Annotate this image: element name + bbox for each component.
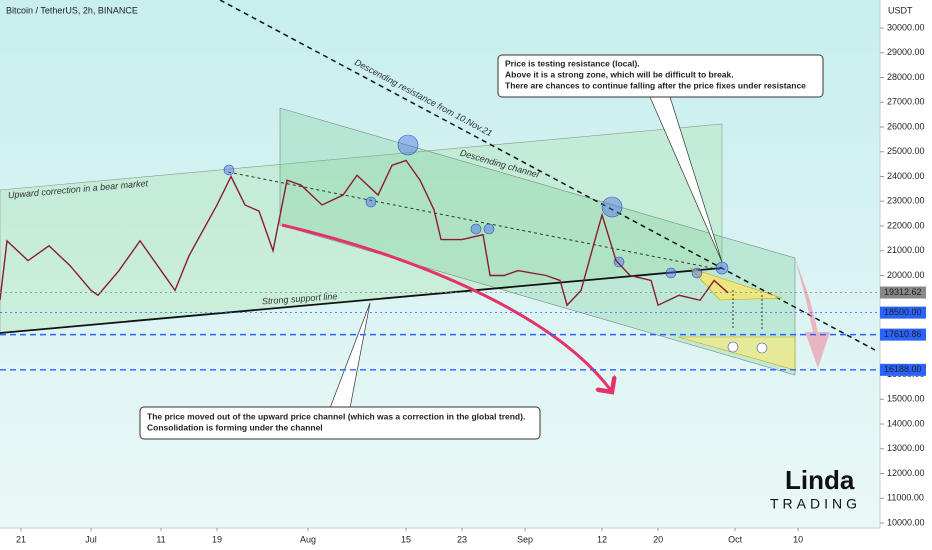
marker (365, 196, 377, 208)
x-tick-label: 20 (653, 534, 663, 544)
axis-bg (0, 528, 880, 550)
triangle (689, 267, 783, 301)
price-tag (880, 328, 926, 341)
descending-channel (279, 107, 796, 376)
support-line (0, 267, 723, 334)
y-tick-label: 22000.00 (887, 220, 925, 230)
x-tick-label: Oct (728, 534, 743, 544)
note-text: There are chances to continue falling af… (505, 80, 806, 90)
price-tag-label: 16188.00 (884, 364, 922, 374)
x-tick-label: 10 (793, 534, 803, 544)
y-tick-label: 13000.00 (887, 443, 925, 453)
marker (470, 223, 482, 235)
y-tick-label: 28000.00 (887, 72, 925, 82)
x-tick-label: Aug (300, 534, 316, 544)
axis-bg (880, 0, 932, 550)
y-tick-label: 15000.00 (887, 394, 925, 404)
chart-title: Bitcoin / TetherUS, 2h, BINANCE (6, 5, 138, 15)
marker (665, 267, 677, 279)
marker (601, 196, 623, 218)
price-tag-label: 17610.86 (884, 329, 922, 339)
y-tick-label: 23000.00 (887, 196, 925, 206)
price-tag-label: 18500.00 (884, 307, 922, 317)
resistance-line (219, 0, 876, 351)
y-tick-label: 20000.00 (887, 270, 925, 280)
y-tick-label: 14000.00 (887, 418, 925, 428)
marker (397, 134, 419, 156)
marker (756, 342, 768, 354)
marker (613, 256, 625, 268)
down-arrow (795, 258, 830, 368)
marker (223, 164, 235, 176)
y-tick-label: 21000.00 (887, 245, 925, 255)
y-tick-label: 26000.00 (887, 121, 925, 131)
price-line (0, 159, 729, 307)
price-tag (880, 286, 926, 299)
x-tick-label: 19 (212, 534, 222, 544)
logo: TRADING (770, 496, 861, 512)
callout-box (497, 54, 824, 98)
y-tick-label: 11000.00 (887, 493, 924, 503)
marker (483, 223, 495, 235)
note-text: The price moved out of the upward price … (147, 411, 525, 421)
y-tick-label: 12000.00 (887, 468, 925, 478)
x-tick-label: Jul (85, 534, 97, 544)
red-curve (281, 223, 612, 392)
x-tick-label: 12 (597, 534, 607, 544)
note-text: Price is testing resistance (local). (505, 58, 640, 68)
price-tag (880, 306, 926, 319)
marker (715, 261, 729, 275)
note-text: Consolidation is forming under the chann… (147, 422, 323, 432)
x-tick-label: 15 (401, 534, 411, 544)
callout-box (139, 406, 541, 440)
drawings (0, 0, 876, 440)
y-tick-label: 27000.00 (887, 97, 925, 107)
note-text: Above it is a strong zone, which will be… (505, 69, 734, 79)
y-tick-label: 30000.00 (887, 22, 925, 32)
logo: Linda (785, 465, 855, 495)
price-tag (880, 363, 926, 376)
y-tick-label: 29000.00 (887, 47, 925, 57)
y-tick-label: 25000.00 (887, 146, 925, 156)
x-tick-label: Sep (517, 534, 533, 544)
x-tick-label: 23 (457, 534, 467, 544)
marker (691, 267, 703, 279)
x-tick-label: 11 (156, 534, 165, 544)
currency: USDT (888, 5, 913, 15)
x-tick-label: 21 (16, 534, 26, 544)
y-tick-label: 10000.00 (887, 517, 925, 527)
marker (727, 341, 739, 353)
y-tick-label: 24000.00 (887, 171, 925, 181)
price-tag-label: 19312.62 (884, 287, 922, 297)
